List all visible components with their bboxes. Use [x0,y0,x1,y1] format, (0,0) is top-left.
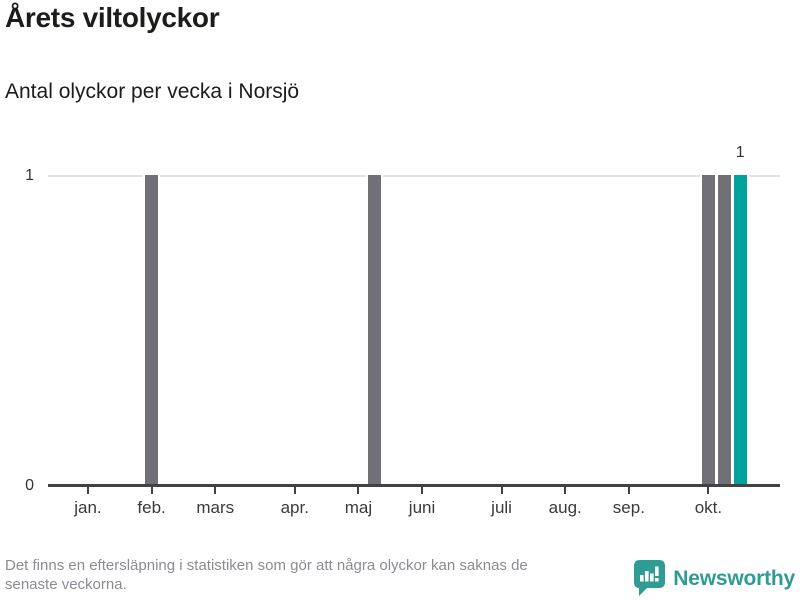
x-axis-tick-apr [293,487,296,494]
page-subtitle: Antal olyckor per vecka i Norsjö [5,80,300,103]
x-axis-tick-aug [564,487,567,494]
footnote-line-2: senaste veckorna. [5,576,127,593]
x-axis-label-jan: jan. [74,498,102,517]
footnote-line-1: Det finns en eftersläpning i statistiken… [5,557,528,574]
x-axis-label-feb: feb. [137,498,166,517]
bar-value-label-week-42: 1 [735,144,745,161]
bar-week-42 [731,175,749,484]
x-axis-tick-juli [500,487,503,494]
x-axis-label-aug: aug. [548,498,582,517]
bar-week-5 [143,175,161,484]
x-axis-tick-mars [214,487,217,494]
x-axis-label-maj: maj [344,498,373,517]
x-axis-label-sep: sep. [612,498,645,517]
bar-week-19 [365,175,383,484]
x-axis-tick-jan [86,487,89,494]
x-axis-line [48,484,780,487]
page-title: Årets viltolyckor [5,2,220,33]
brand-wordmark: Newsworthy [673,566,795,590]
bar-week-41 [715,175,733,484]
newsworthy-logo: Newsworthy [634,560,795,597]
bar-week-40 [699,175,717,484]
x-axis-tick-juni [421,487,424,494]
y-axis-tick-label-0: 0 [25,477,34,494]
x-axis-label-juni: juni [408,498,436,517]
x-axis-label-apr: apr. [280,498,309,517]
x-axis-tick-okt [707,487,710,494]
footer: Det finns en eftersläpning i statistiken… [0,556,800,600]
y-axis-tick-label-1: 1 [25,167,34,184]
footnote: Det finns en eftersläpning i statistiken… [5,556,528,594]
x-axis-label-juli: juli [491,498,512,517]
x-axis-tick-sep [627,487,630,494]
x-axis-tick-feb [150,487,153,494]
gridline-value-1 [48,175,780,177]
x-axis-label-okt: okt. [694,498,723,517]
newsworthy-bubble-chart-icon [634,560,666,596]
x-axis-label-mars: mars [196,498,235,517]
x-axis-tick-maj [357,487,360,494]
